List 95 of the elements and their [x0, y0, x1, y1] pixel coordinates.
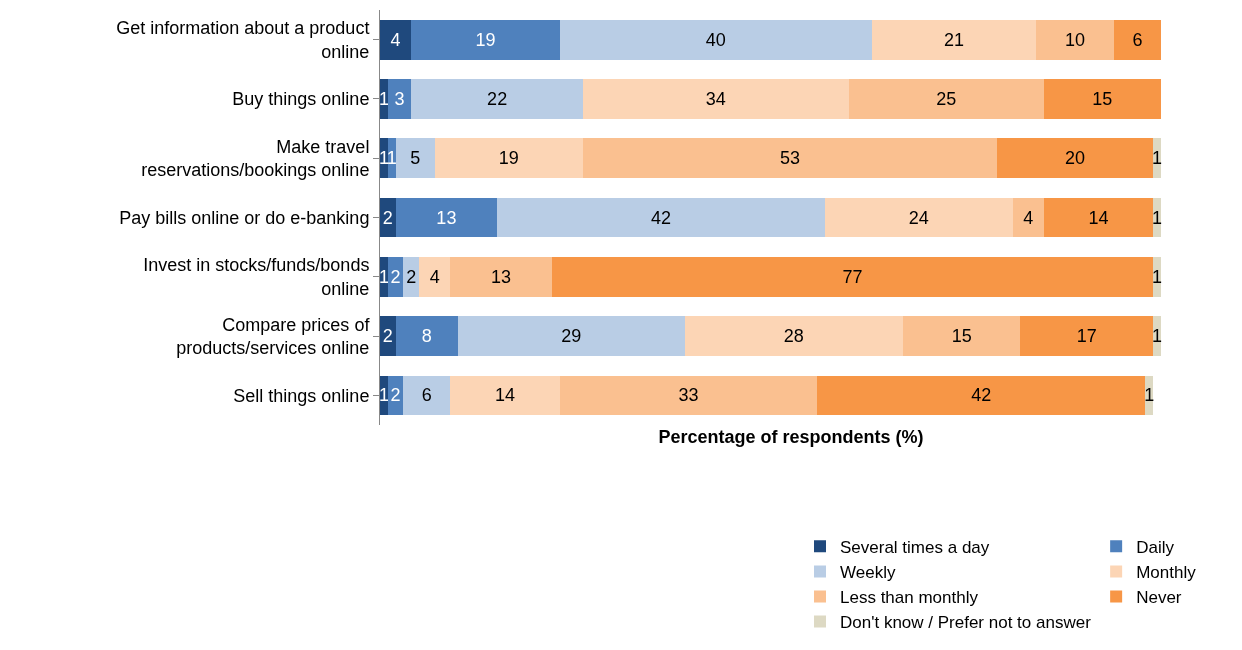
bar [411, 79, 584, 119]
legend-label: Several times a day [840, 537, 990, 557]
bar [497, 197, 826, 238]
bar [403, 256, 420, 297]
data-label: 10 [1064, 29, 1086, 50]
data-label: 5 [410, 148, 421, 169]
bar [458, 316, 685, 356]
data-label: 1 [1151, 148, 1162, 169]
data-label: 20 [1064, 148, 1086, 169]
bar [395, 316, 459, 356]
bar [817, 375, 1146, 416]
y-tick-label: Compare prices of products/services online [176, 314, 371, 359]
bar [871, 19, 1036, 60]
data-label: 2 [390, 385, 401, 406]
data-label: 17 [1076, 326, 1097, 347]
data-label: 8 [421, 326, 432, 347]
data-label: 4 [1023, 207, 1034, 228]
bar [1043, 197, 1154, 238]
data-label: 6 [421, 385, 432, 406]
bar [583, 79, 849, 119]
bar [996, 138, 1154, 179]
data-label: 28 [783, 326, 804, 347]
bar [551, 256, 1154, 297]
legend-label: Less than monthly [840, 588, 979, 608]
data-label: 24 [908, 207, 929, 228]
data-label: 42 [971, 385, 992, 406]
bar [1043, 79, 1161, 119]
bar [411, 19, 560, 60]
data-label: 29 [561, 326, 582, 347]
data-label: 1 [378, 88, 389, 109]
data-label: 15 [951, 326, 972, 347]
data-label: 1 [378, 385, 389, 406]
bar [1020, 316, 1154, 356]
data-label: 1 [1144, 385, 1155, 406]
bar [825, 197, 1013, 238]
bar [583, 138, 997, 179]
data-label: 1 [378, 148, 389, 169]
legend-label: Don't know / Prefer not to answer [840, 613, 1092, 633]
bar [684, 316, 904, 356]
bar [395, 138, 435, 179]
legend-label: Daily [1136, 537, 1175, 557]
bar [559, 19, 872, 60]
bar [387, 79, 412, 119]
data-label: 2 [382, 326, 393, 347]
data-label: 34 [705, 88, 726, 109]
y-tick-label: Get information about a product online [116, 18, 370, 62]
bar [1035, 19, 1115, 60]
data-label: 1 [1151, 326, 1162, 347]
y-tick-label: Invest in stocks/funds/bonds online [143, 255, 370, 299]
bar [419, 256, 451, 297]
legend-label: Monthly [1136, 563, 1197, 583]
data-label: 4 [429, 266, 440, 287]
bar [848, 79, 1044, 119]
y-tick-label: Make travel reservations/bookings online [141, 136, 370, 181]
legend-label: Never [1136, 588, 1182, 608]
data-label: 6 [1132, 29, 1143, 50]
data-label: 4 [390, 29, 401, 50]
data-label: 2 [406, 266, 417, 287]
data-label: 77 [842, 266, 863, 287]
bar [1114, 19, 1161, 60]
bar [403, 375, 451, 416]
data-label: 19 [498, 148, 519, 169]
data-label: 14 [494, 385, 515, 406]
data-label: 19 [475, 29, 496, 50]
data-label: 2 [390, 266, 401, 287]
data-label: 13 [436, 207, 457, 228]
bar [450, 375, 560, 416]
data-label: 33 [678, 385, 699, 406]
data-label: 14 [1088, 207, 1109, 228]
bar [395, 197, 498, 238]
data-label: 1 [1151, 207, 1162, 228]
data-label: 53 [779, 148, 800, 169]
legend-label: Weekly [840, 563, 896, 583]
data-label: 21 [943, 29, 964, 50]
bar [434, 138, 584, 179]
data-label: 42 [651, 207, 672, 228]
data-label: 1 [1151, 266, 1162, 287]
data-label: 15 [1092, 88, 1113, 109]
data-label: 22 [487, 88, 508, 109]
bar [559, 375, 818, 416]
y-tick-label: Buy things online [232, 89, 370, 110]
bar [380, 19, 412, 60]
bar [450, 256, 552, 297]
x-axis-title: Percentage of respondents (%) [658, 427, 924, 448]
bar [903, 316, 1021, 356]
y-tick-label: Pay bills online or do e-banking [119, 207, 370, 228]
data-label: 2 [382, 207, 393, 228]
bar [1012, 197, 1044, 238]
y-tick-label: Sell things online [233, 385, 370, 406]
bar [380, 316, 396, 356]
data-label: 25 [936, 88, 957, 109]
data-label: 40 [705, 29, 726, 50]
data-label: 1 [378, 266, 389, 287]
data-label: 13 [491, 266, 512, 287]
data-label: 3 [394, 88, 405, 109]
